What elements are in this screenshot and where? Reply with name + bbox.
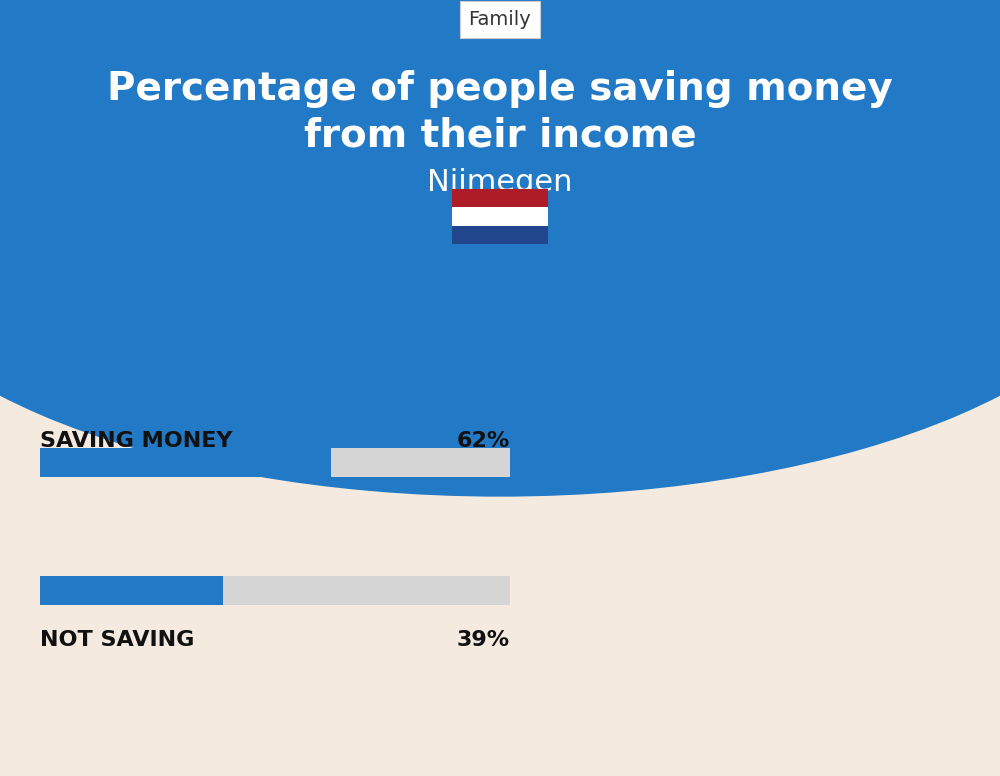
Bar xyxy=(452,207,548,226)
Bar xyxy=(452,189,548,207)
Text: 39%: 39% xyxy=(457,630,510,650)
Text: 62%: 62% xyxy=(457,431,510,451)
Text: NOT SAVING: NOT SAVING xyxy=(40,630,194,650)
Bar xyxy=(40,576,223,605)
Text: from their income: from their income xyxy=(304,117,696,154)
Text: Family: Family xyxy=(469,10,531,29)
Ellipse shape xyxy=(0,0,1000,497)
Bar xyxy=(40,448,331,477)
Bar xyxy=(452,226,548,244)
Bar xyxy=(40,448,510,477)
Bar xyxy=(40,576,510,605)
Text: Nijmegen: Nijmegen xyxy=(427,168,573,197)
Bar xyxy=(0,0,1000,217)
Text: Percentage of people saving money: Percentage of people saving money xyxy=(107,71,893,108)
Text: SAVING MONEY: SAVING MONEY xyxy=(40,431,232,451)
